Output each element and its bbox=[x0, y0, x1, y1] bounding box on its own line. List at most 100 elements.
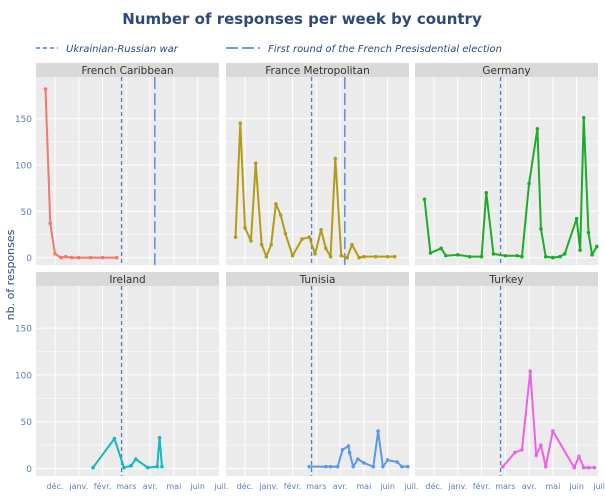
data-point bbox=[249, 239, 253, 243]
data-point bbox=[551, 255, 555, 260]
data-point bbox=[395, 460, 399, 464]
data-point bbox=[513, 450, 517, 455]
strip-ireland bbox=[36, 272, 219, 286]
data-point bbox=[112, 436, 117, 441]
series-line-french-caribbean bbox=[44, 89, 117, 259]
x-tick-label: juin bbox=[568, 482, 584, 491]
data-point bbox=[157, 435, 162, 440]
data-point bbox=[362, 254, 366, 259]
data-point bbox=[324, 464, 328, 469]
strip-france-metropolitan bbox=[226, 63, 409, 77]
legend-item-war: Ukrainian-Russian war bbox=[36, 44, 179, 55]
data-point bbox=[340, 447, 345, 452]
data-point bbox=[134, 457, 138, 461]
data-point bbox=[300, 237, 304, 241]
data-point bbox=[115, 255, 119, 260]
strip-label-french-caribbean: French Caribbean bbox=[81, 65, 173, 77]
data-point bbox=[551, 429, 555, 433]
panel-ireland: Ireland 0 50 100 150 déc. janv. févr. mars avr. ma… bbox=[15, 272, 229, 491]
data-point bbox=[535, 127, 540, 131]
data-point bbox=[350, 242, 354, 247]
panel-bg-tunisia bbox=[226, 286, 409, 476]
data-point bbox=[578, 248, 582, 252]
data-point bbox=[328, 254, 333, 259]
x-tick-label: juil. bbox=[213, 482, 228, 491]
strip-germany bbox=[415, 63, 598, 77]
y-tick-label: 0 bbox=[26, 254, 32, 264]
x-tick-label: févr. bbox=[284, 481, 302, 491]
x-tick-label: avr. bbox=[333, 482, 348, 491]
x-tick-label: juin bbox=[379, 482, 395, 491]
data-point bbox=[357, 255, 361, 260]
data-point bbox=[543, 254, 548, 259]
data-point bbox=[592, 465, 597, 470]
panel-bg-germany bbox=[415, 77, 598, 265]
x-tick-label: janv. bbox=[447, 482, 467, 491]
data-point bbox=[455, 253, 460, 257]
legend-label-election: First round of the French Presisdential … bbox=[268, 44, 502, 55]
data-point bbox=[356, 457, 360, 461]
data-point bbox=[319, 228, 323, 232]
data-point bbox=[484, 190, 489, 195]
data-point bbox=[264, 254, 269, 259]
data-point bbox=[122, 465, 126, 470]
x-tick-label: mars bbox=[306, 482, 326, 491]
data-point bbox=[333, 156, 338, 161]
data-point bbox=[88, 255, 93, 260]
y-tick-label: 50 bbox=[21, 208, 33, 218]
legend-item-election: First round of the French Presisdential … bbox=[226, 44, 502, 55]
data-point bbox=[63, 254, 68, 259]
panel-bg-turkey bbox=[415, 286, 598, 476]
data-point bbox=[43, 87, 48, 91]
data-point bbox=[129, 463, 133, 468]
data-point bbox=[581, 115, 586, 120]
y-tick-label: 150 bbox=[15, 115, 32, 125]
x-tick-label: avr. bbox=[522, 482, 537, 491]
data-point bbox=[253, 161, 258, 165]
panel-france-metropolitan: France Metropolitan bbox=[226, 63, 409, 265]
data-point bbox=[528, 369, 533, 373]
data-point bbox=[69, 255, 74, 260]
data-point bbox=[392, 254, 397, 259]
data-point bbox=[274, 202, 278, 206]
data-point bbox=[278, 213, 283, 217]
x-tick-label: juil. bbox=[403, 482, 418, 491]
x-tick-label: mars bbox=[495, 482, 515, 491]
strip-turkey bbox=[415, 272, 598, 286]
y-tick-label: 50 bbox=[21, 418, 33, 428]
data-point bbox=[539, 443, 543, 447]
data-point bbox=[562, 252, 567, 256]
data-point bbox=[501, 464, 505, 469]
y-tick-label: 0 bbox=[26, 465, 32, 475]
data-point bbox=[345, 255, 350, 260]
panel-bg-france-metropolitan bbox=[226, 77, 409, 265]
data-point bbox=[539, 227, 543, 231]
x-tick-label: déc. bbox=[47, 481, 64, 491]
data-point bbox=[586, 230, 591, 235]
data-point bbox=[53, 252, 57, 256]
y-axis-label: nb. of responses bbox=[4, 229, 17, 320]
x-tick-label: févr. bbox=[94, 481, 112, 491]
data-point bbox=[328, 464, 333, 469]
x-tick-label: juin bbox=[189, 482, 205, 491]
data-point bbox=[307, 235, 311, 240]
x-tick-label: janv. bbox=[258, 482, 278, 491]
data-point bbox=[243, 226, 247, 230]
data-point bbox=[385, 254, 390, 259]
data-point bbox=[339, 253, 344, 258]
data-point bbox=[586, 465, 591, 470]
data-point bbox=[335, 464, 340, 469]
x-tick-label: avr. bbox=[143, 482, 158, 491]
x-tick-label: mai bbox=[166, 482, 181, 491]
y-tick-label: 100 bbox=[15, 161, 32, 171]
data-point bbox=[428, 251, 433, 255]
data-point bbox=[534, 453, 539, 458]
data-point bbox=[479, 254, 484, 259]
x-tick-label: déc. bbox=[426, 481, 443, 491]
strip-label-germany: Germany bbox=[482, 65, 530, 77]
data-point bbox=[376, 429, 380, 433]
data-point bbox=[48, 221, 53, 226]
x-tick-label: mai bbox=[545, 482, 560, 491]
data-point bbox=[422, 197, 427, 202]
